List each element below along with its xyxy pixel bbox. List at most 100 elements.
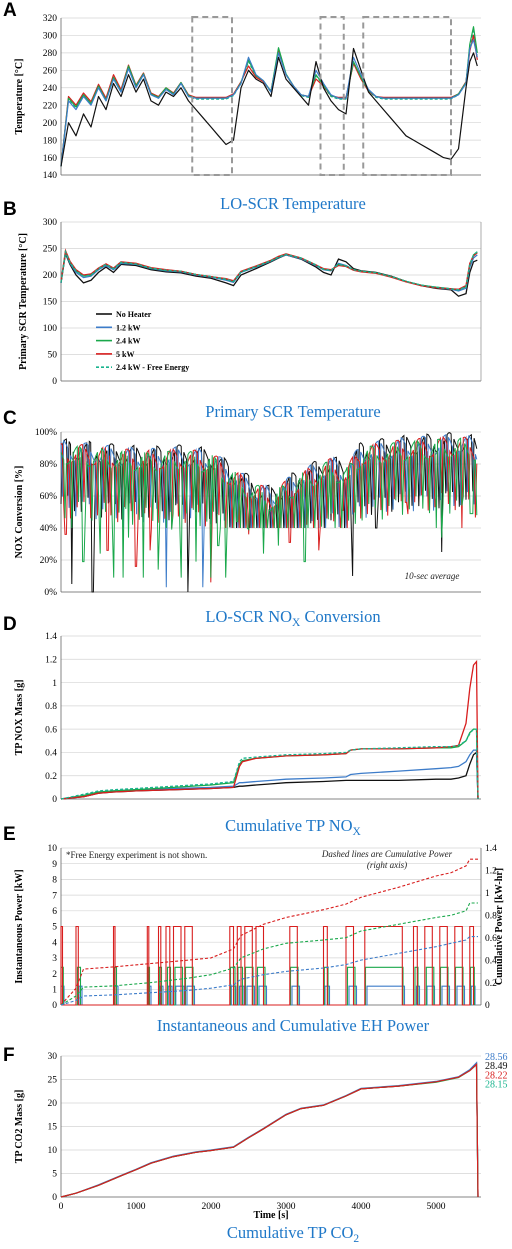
x-tick-label: 1000 [127, 1202, 146, 1212]
annotation: 10-sec average [405, 571, 460, 581]
cumulative-power-line [60, 858, 478, 1006]
panel-c: 0% 20% 40% 60% 80% 100% C NOX Conversion [%] 10-… [3, 408, 481, 598]
y-tick-label: 0 [52, 795, 57, 805]
end-value-label: 28.22 [485, 1070, 508, 1081]
y2-tick-label: 0 [485, 1001, 490, 1011]
y2-axis-label: Cumulative Power [kW-hr] [494, 868, 505, 985]
instant-power-line [60, 925, 475, 1006]
series-line [60, 659, 479, 800]
panel-label: B [3, 199, 17, 220]
y-tick-label: 100 [43, 324, 58, 334]
y-tick-label: 1.2 [45, 655, 57, 665]
y-tick-label: 100% [35, 428, 57, 438]
chart-title: LO-SCR Temperature [220, 194, 366, 213]
series-line [60, 248, 478, 290]
series-line [60, 47, 478, 167]
y-tick-label: 0 [52, 1193, 57, 1203]
chart-title: Instantaneous and Cumulative EH Power [157, 1016, 430, 1035]
y-tick-label: 280 [43, 49, 58, 59]
series-line [60, 437, 478, 578]
y-tick-label: 30 [48, 1052, 58, 1062]
highlight-box [362, 16, 452, 176]
y2-tick-label: 0.8 [485, 911, 497, 921]
y-tick-label: 40% [40, 524, 58, 534]
y-tick-label: 15 [48, 1123, 58, 1133]
y-tick-label: 1 [52, 986, 57, 996]
panel-label: A [3, 0, 17, 21]
y-tick-label: 25 [48, 1076, 58, 1086]
y-axis-label: Instantaneous Power [kW] [14, 869, 25, 983]
y-tick-label: 1.4 [45, 632, 57, 642]
y2-tick-label: 1.4 [485, 844, 497, 854]
y-tick-label: 250 [43, 245, 58, 255]
y-tick-label: 300 [43, 218, 58, 228]
y-tick-label: 7 [52, 891, 57, 901]
y-tick-label: 140 [43, 171, 58, 181]
note-free-energy: *Free Energy experiment is not shown. [66, 850, 207, 860]
series-line [60, 728, 479, 800]
end-value-label: 28.15 [485, 1080, 508, 1091]
y-tick-label: 0% [44, 588, 57, 598]
y-tick-label: 20 [48, 1099, 58, 1109]
series-line [60, 250, 478, 292]
y-tick-label: 4 [52, 938, 57, 948]
panel-label: D [3, 614, 17, 635]
y-tick-label: 10 [48, 1146, 58, 1156]
series-line [60, 1063, 479, 1198]
panel-a: 140 160 180 200 220 240 260 280 300 320 A Temperatu… [3, 0, 481, 181]
y-tick-label: 0.6 [45, 725, 57, 735]
y2-tick-label: 0.2 [485, 979, 497, 989]
series-line [60, 34, 478, 167]
y-tick-label: 260 [43, 67, 58, 77]
y-tick-label: 240 [43, 84, 58, 94]
x-tick-label: 0 [59, 1202, 64, 1212]
instant-power-line [60, 966, 475, 1006]
y-tick-label: 160 [43, 154, 58, 164]
chart-title: Cumulative TP NOX [225, 816, 361, 838]
x-tick-label: 5000 [427, 1202, 446, 1212]
y-axis-label: TP NOX Mass [g] [14, 680, 25, 756]
panel-d: 0 0.2 0.4 0.6 0.8 1 1.2 1.4 D TP NOX Mass [g] [3, 614, 481, 805]
series-line [60, 39, 478, 167]
x-tick-label: 4000 [352, 1202, 371, 1212]
y-tick-label: 0 [52, 377, 57, 387]
series-line [60, 26, 478, 167]
y-tick-label: 150 [43, 298, 58, 308]
y-axis-label: Primary SCR Temperature [°C] [18, 233, 29, 370]
y-tick-label: 1 [52, 679, 57, 689]
y-tick-label: 9 [52, 860, 57, 870]
y2-tick-label: 1.2 [485, 867, 497, 877]
y-tick-label: 60% [40, 492, 58, 502]
y-tick-label: 300 [43, 32, 58, 42]
panel-label: C [3, 408, 17, 429]
series-line [60, 1061, 479, 1198]
y-tick-label: 200 [43, 119, 58, 129]
y-tick-label: 180 [43, 136, 58, 146]
series-line [60, 249, 478, 291]
y-tick-label: 6 [52, 907, 57, 917]
series-line [60, 435, 478, 583]
series-line [60, 728, 479, 800]
panel-f: 0 5 10 15 20 25 30 F TP CO2 Mass [g] 0 1000 2000 300… [3, 1045, 508, 1221]
x-axis-label: Time [s] [253, 1210, 288, 1221]
highlight-box [319, 16, 345, 176]
y2-tick-label: 1 [485, 889, 490, 899]
y-tick-label: 3 [52, 954, 57, 964]
y-tick-label: 80% [40, 460, 58, 470]
series-line [60, 432, 478, 593]
x-tick-label: 2000 [202, 1202, 221, 1212]
note-dashed: Dashed lines are Cumulative Power [321, 849, 453, 859]
y-axis-label: NOX Conversion [%] [14, 466, 25, 559]
cumulative-power-line [60, 936, 478, 1006]
y-tick-label: 0.4 [45, 749, 57, 759]
y-tick-label: 320 [43, 14, 58, 24]
legend-label: No Heater [116, 310, 152, 319]
legend-label: 5 kW [116, 350, 134, 359]
chart-title: LO-SCR NOX Conversion [205, 607, 380, 629]
y2-tick-label: 0.4 [485, 956, 497, 966]
y-tick-label: 0.8 [45, 702, 57, 712]
cumulative-power-line [60, 902, 478, 1006]
x-tick-label: 3000 [277, 1202, 296, 1212]
y-tick-label: 10 [48, 844, 58, 854]
panel-label: F [3, 1045, 15, 1066]
